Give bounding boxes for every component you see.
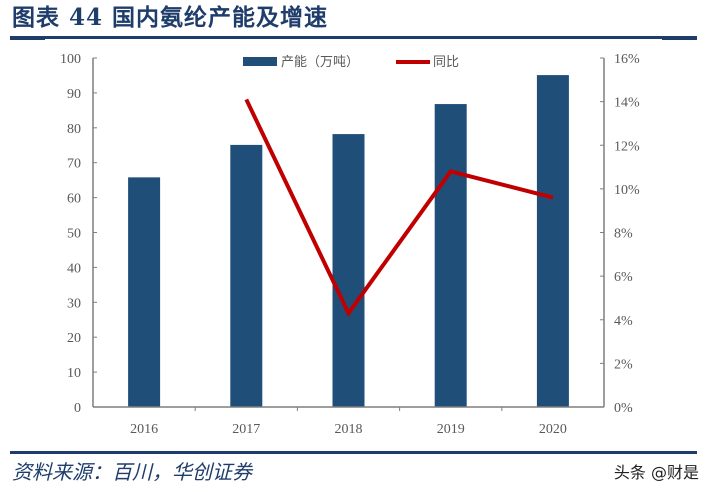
title-divider-accent <box>662 36 697 40</box>
left-tick-label: 40 <box>67 261 81 276</box>
right-tick-label: 10% <box>614 183 640 198</box>
right-tick-label: 8% <box>614 227 633 242</box>
left-tick-label: 60 <box>67 192 81 207</box>
right-tick-label: 6% <box>614 270 633 285</box>
chart-axes: 0 10 20 30 40 50 60 70 80 90 100 0% 2% 4% 6% 8% 10% 12% 14… <box>60 52 640 437</box>
line-series <box>244 98 554 318</box>
x-tick-label: 2017 <box>232 422 260 437</box>
left-tick-label: 100 <box>60 52 81 67</box>
source-note: 资料来源：百川，华创证券 <box>12 460 252 484</box>
combo-chart: 产能（万吨） 同比 0 10 20 30 40 50 60 70 80 90 100 0% 2% 4% 6% 8… <box>60 52 640 437</box>
watermark: 头条 @财是 <box>613 463 699 482</box>
left-tick-label: 50 <box>67 227 81 242</box>
yoy-line <box>244 98 554 318</box>
bar-2019 <box>434 104 467 408</box>
right-tick-label: 16% <box>614 52 640 67</box>
right-tick-label: 14% <box>614 96 640 111</box>
bar-2016 <box>128 177 161 407</box>
right-tick-label: 4% <box>614 314 633 329</box>
left-tick-label: 90 <box>67 87 81 102</box>
left-tick-label: 70 <box>67 157 81 172</box>
legend-label-capacity: 产能（万吨） <box>281 55 359 70</box>
title-divider <box>10 36 697 39</box>
right-tick-label: 0% <box>614 401 633 416</box>
bar-series <box>128 75 569 408</box>
legend-swatch-bar <box>243 57 277 66</box>
x-tick-label: 2018 <box>335 422 363 437</box>
footer-divider <box>10 451 697 454</box>
left-tick-label: 20 <box>67 331 81 346</box>
left-tick-label: 10 <box>67 366 81 381</box>
left-tick-label: 30 <box>67 296 81 311</box>
legend-label-yoy: 同比 <box>433 55 459 70</box>
figure-title: 图表 44 国内氨纶产能及增速 <box>12 4 329 31</box>
x-tick-label: 2019 <box>437 422 465 437</box>
left-tick-label: 0 <box>74 401 81 416</box>
right-tick-label: 2% <box>614 357 633 372</box>
title-divider-accent <box>10 36 45 40</box>
bar-2020 <box>536 75 569 407</box>
x-tick-label: 2016 <box>130 422 158 437</box>
x-tick-label: 2020 <box>539 422 567 437</box>
bar-2018 <box>332 134 365 407</box>
left-tick-label: 80 <box>67 122 81 137</box>
right-tick-label: 12% <box>614 139 640 154</box>
chart-legend: 产能（万吨） 同比 <box>243 55 459 70</box>
bar-2017 <box>230 144 263 407</box>
